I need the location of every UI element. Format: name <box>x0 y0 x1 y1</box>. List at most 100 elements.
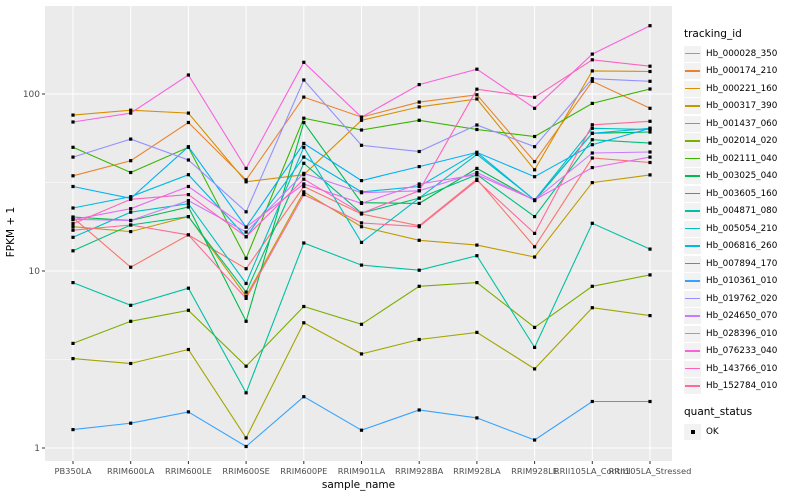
data-point-Hb_143766_010 <box>648 64 652 68</box>
data-point-Hb_010361_010 <box>186 410 190 414</box>
data-point-Hb_002014_020 <box>359 322 364 326</box>
data-point-Hb_024650_070 <box>244 230 248 234</box>
legend-key-swatch <box>684 63 701 80</box>
data-point-Hb_010361_010 <box>71 428 75 432</box>
legend-entry: Hb_003605_160 <box>684 185 800 203</box>
legend-key-swatch <box>684 360 701 377</box>
data-point-Hb_000028_350 <box>302 184 306 189</box>
data-point-Hb_000221_160 <box>129 108 133 112</box>
data-point-Hb_001437_060 <box>71 357 75 361</box>
data-point-Hb_000174_210 <box>533 160 537 164</box>
data-point-Hb_152784_010 <box>186 233 190 237</box>
data-point-Hb_004871_080 <box>590 221 594 225</box>
data-point-Hb_007894_170 <box>302 141 306 145</box>
data-point-Hb_004871_080 <box>533 345 537 349</box>
legend-line-icon <box>685 385 700 387</box>
legend-line-icon <box>685 227 700 230</box>
data-point-Hb_001437_060 <box>244 436 248 440</box>
legend-entry: Hb_019762_020 <box>684 290 800 308</box>
data-point-Hb_076233_040 <box>359 115 364 119</box>
data-point-Hb_002111_040 <box>475 127 479 132</box>
legend-entries: Hb_000028_350 Hb_000174_210 Hb_000221_160 H… <box>684 45 800 395</box>
legend-line-icon <box>685 87 700 90</box>
data-point-Hb_006816_260 <box>590 131 594 135</box>
legend-entry: Hb_000028_350 <box>684 45 800 63</box>
x-tick-label: RRIM600PE <box>280 466 327 476</box>
data-point-Hb_002014_020 <box>71 341 75 345</box>
legend-key-swatch <box>684 220 701 237</box>
data-point-Hb_005054_210 <box>302 145 306 149</box>
data-point-Hb_000174_210 <box>648 106 652 110</box>
legend-entry-label: Hb_000028_350 <box>706 48 778 59</box>
data-point-Hb_028396_010 <box>302 182 306 186</box>
legend-entry-label: Hb_004871_080 <box>706 206 778 217</box>
data-point-Hb_002014_020 <box>129 319 133 323</box>
x-tick-label: RRIM928BA <box>395 466 444 476</box>
legend-entry-label: Hb_024650_070 <box>706 311 778 322</box>
data-point-Hb_028396_010 <box>129 207 133 211</box>
data-point-Hb_028396_010 <box>590 166 594 170</box>
legend-entry: Hb_000221_160 <box>684 80 800 98</box>
data-point-Hb_024650_070 <box>590 151 594 155</box>
legend-key-swatch <box>684 185 701 202</box>
plot-panel-background <box>45 6 672 461</box>
data-point-Hb_076233_040 <box>417 83 421 87</box>
data-point-Hb_000174_210 <box>302 95 306 99</box>
x-tick-label: RRII105LA_Control <box>554 466 631 476</box>
legend-key-swatch <box>684 168 701 185</box>
data-point-Hb_152784_010 <box>590 123 594 127</box>
legend-key-swatch <box>684 325 701 342</box>
data-point-Hb_000221_160 <box>417 105 421 109</box>
x-tick-label: RRIM901LA <box>338 466 386 476</box>
data-point-Hb_010361_010 <box>590 399 594 404</box>
data-point-Hb_143766_010 <box>533 95 537 99</box>
data-point-Hb_002014_020 <box>533 325 537 329</box>
data-point-Hb_003605_160 <box>302 161 306 165</box>
data-point-Hb_000317_390 <box>71 225 75 229</box>
data-point-Hb_003605_160 <box>71 249 75 253</box>
data-point-Hb_002111_040 <box>533 134 537 139</box>
legend-line-icon <box>685 367 700 370</box>
data-point-Hb_005054_210 <box>359 240 364 244</box>
data-point-Hb_019762_020 <box>302 78 306 82</box>
data-point-Hb_024650_070 <box>475 170 479 175</box>
data-point-Hb_005054_210 <box>129 210 133 214</box>
legend-entry-label: Hb_000221_160 <box>706 83 778 94</box>
data-point-Hb_028396_010 <box>533 198 537 202</box>
data-point-Hb_028396_010 <box>71 218 75 222</box>
data-point-Hb_143766_010 <box>302 177 306 181</box>
quant-key-swatch <box>684 423 701 440</box>
legend-key-swatch <box>684 115 701 132</box>
data-point-Hb_001437_060 <box>129 361 133 366</box>
data-point-Hb_000317_390 <box>129 230 133 234</box>
legend-entry-label: Hb_003605_160 <box>706 188 778 199</box>
data-point-Hb_002014_020 <box>590 284 594 288</box>
data-point-Hb_005054_210 <box>186 202 190 206</box>
legend-entry: Hb_006816_260 <box>684 238 800 256</box>
data-point-Hb_005054_210 <box>417 196 421 200</box>
data-point-Hb_006816_260 <box>129 195 133 199</box>
data-point-Hb_002014_020 <box>417 284 421 288</box>
black-square-marker-icon <box>690 429 695 434</box>
data-point-Hb_000221_160 <box>244 180 248 184</box>
y-axis-title: FPKM + 1 <box>5 206 17 258</box>
legend-line-icon <box>685 157 700 160</box>
legend-key-swatch <box>684 255 701 272</box>
legend-title-quant-status: quant_status <box>684 406 753 418</box>
data-point-Hb_076233_040 <box>475 67 479 71</box>
data-point-Hb_006816_260 <box>186 173 190 177</box>
data-point-Hb_006816_260 <box>417 184 421 189</box>
data-point-Hb_000028_350 <box>648 160 652 165</box>
legend-entry: Hb_076233_040 <box>684 343 800 361</box>
data-point-Hb_004871_080 <box>475 254 479 258</box>
legend-line-icon <box>685 140 700 142</box>
quant-status-entry: OK <box>684 423 800 441</box>
legend-entry-label: Hb_000174_210 <box>706 66 778 77</box>
legend-key-swatch <box>684 203 701 220</box>
data-point-Hb_019762_020 <box>533 145 537 149</box>
legend-line-icon <box>685 280 700 282</box>
legend-line-icon <box>685 210 700 212</box>
data-point-Hb_000028_350 <box>533 245 537 249</box>
data-point-Hb_000221_160 <box>533 168 537 172</box>
